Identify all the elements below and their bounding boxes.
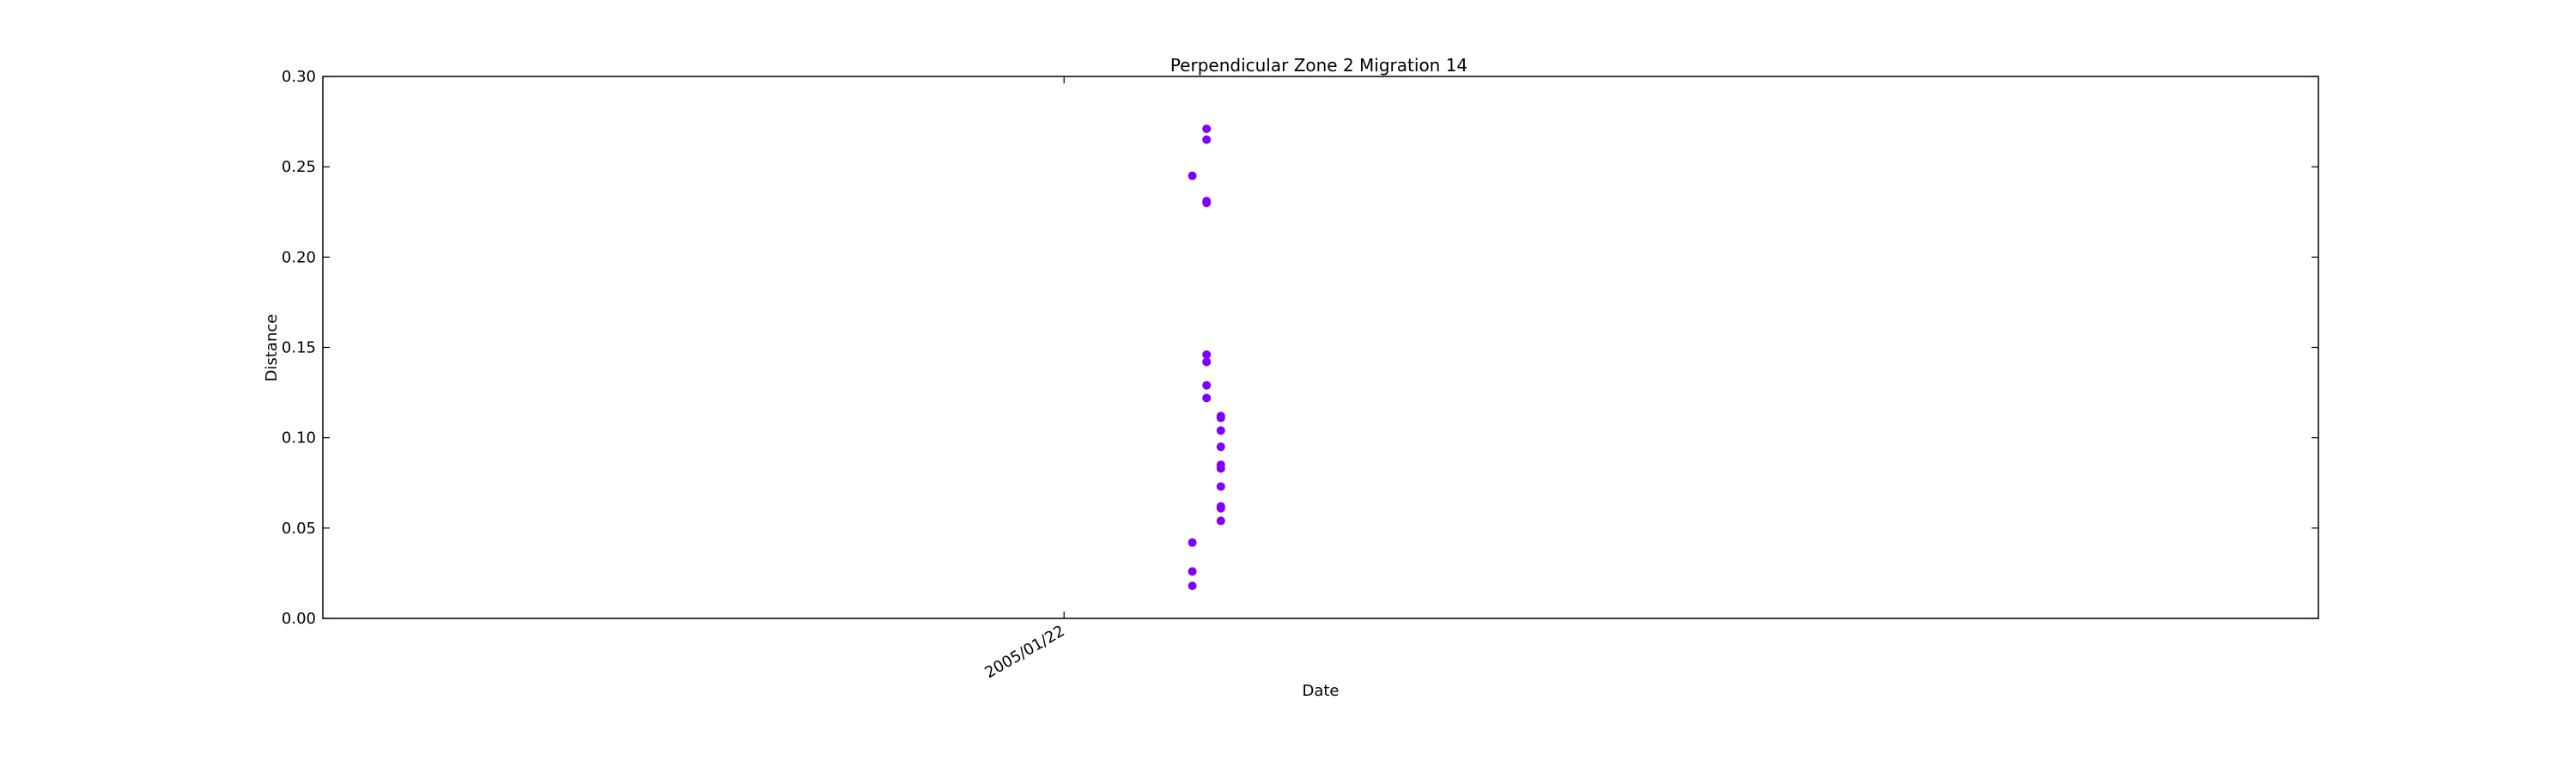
data-point <box>1216 426 1225 435</box>
data-point <box>1202 350 1212 359</box>
y-tick-label: 0.05 <box>282 520 316 538</box>
data-point <box>1216 413 1225 423</box>
data-points <box>1188 124 1225 591</box>
y-tick-label: 0.15 <box>282 339 316 357</box>
data-point <box>1188 581 1197 591</box>
y-axis-label: Distance <box>263 314 281 382</box>
data-point <box>1202 393 1212 403</box>
data-point <box>1202 198 1212 208</box>
data-point <box>1188 171 1197 180</box>
data-point <box>1216 516 1225 526</box>
plot-area <box>322 76 2319 619</box>
chart-title: Perpendicular Zone 2 Migration 14 <box>1170 55 1467 76</box>
data-point <box>1216 482 1225 491</box>
y-tick-label: 0.20 <box>282 248 316 266</box>
y-tick-label: 0.00 <box>282 610 316 628</box>
y-tick-label: 0.10 <box>282 429 316 447</box>
data-point <box>1188 538 1197 547</box>
data-point <box>1216 503 1225 513</box>
data-point <box>1216 464 1225 473</box>
data-point <box>1202 124 1212 133</box>
x-axis-label: Date <box>1302 682 1339 700</box>
y-axis: 0.00 0.05 0.10 0.15 0.20 0.25 0.30 <box>282 68 2318 628</box>
plot-frame <box>322 76 2319 619</box>
x-tick-label: 2005/01/22 <box>981 622 1067 682</box>
y-tick-label: 0.25 <box>282 158 316 176</box>
data-point <box>1202 380 1212 390</box>
data-point <box>1216 442 1225 452</box>
data-point <box>1202 135 1212 144</box>
y-tick-label: 0.30 <box>282 68 316 86</box>
data-point <box>1202 357 1212 367</box>
data-point <box>1188 567 1197 576</box>
